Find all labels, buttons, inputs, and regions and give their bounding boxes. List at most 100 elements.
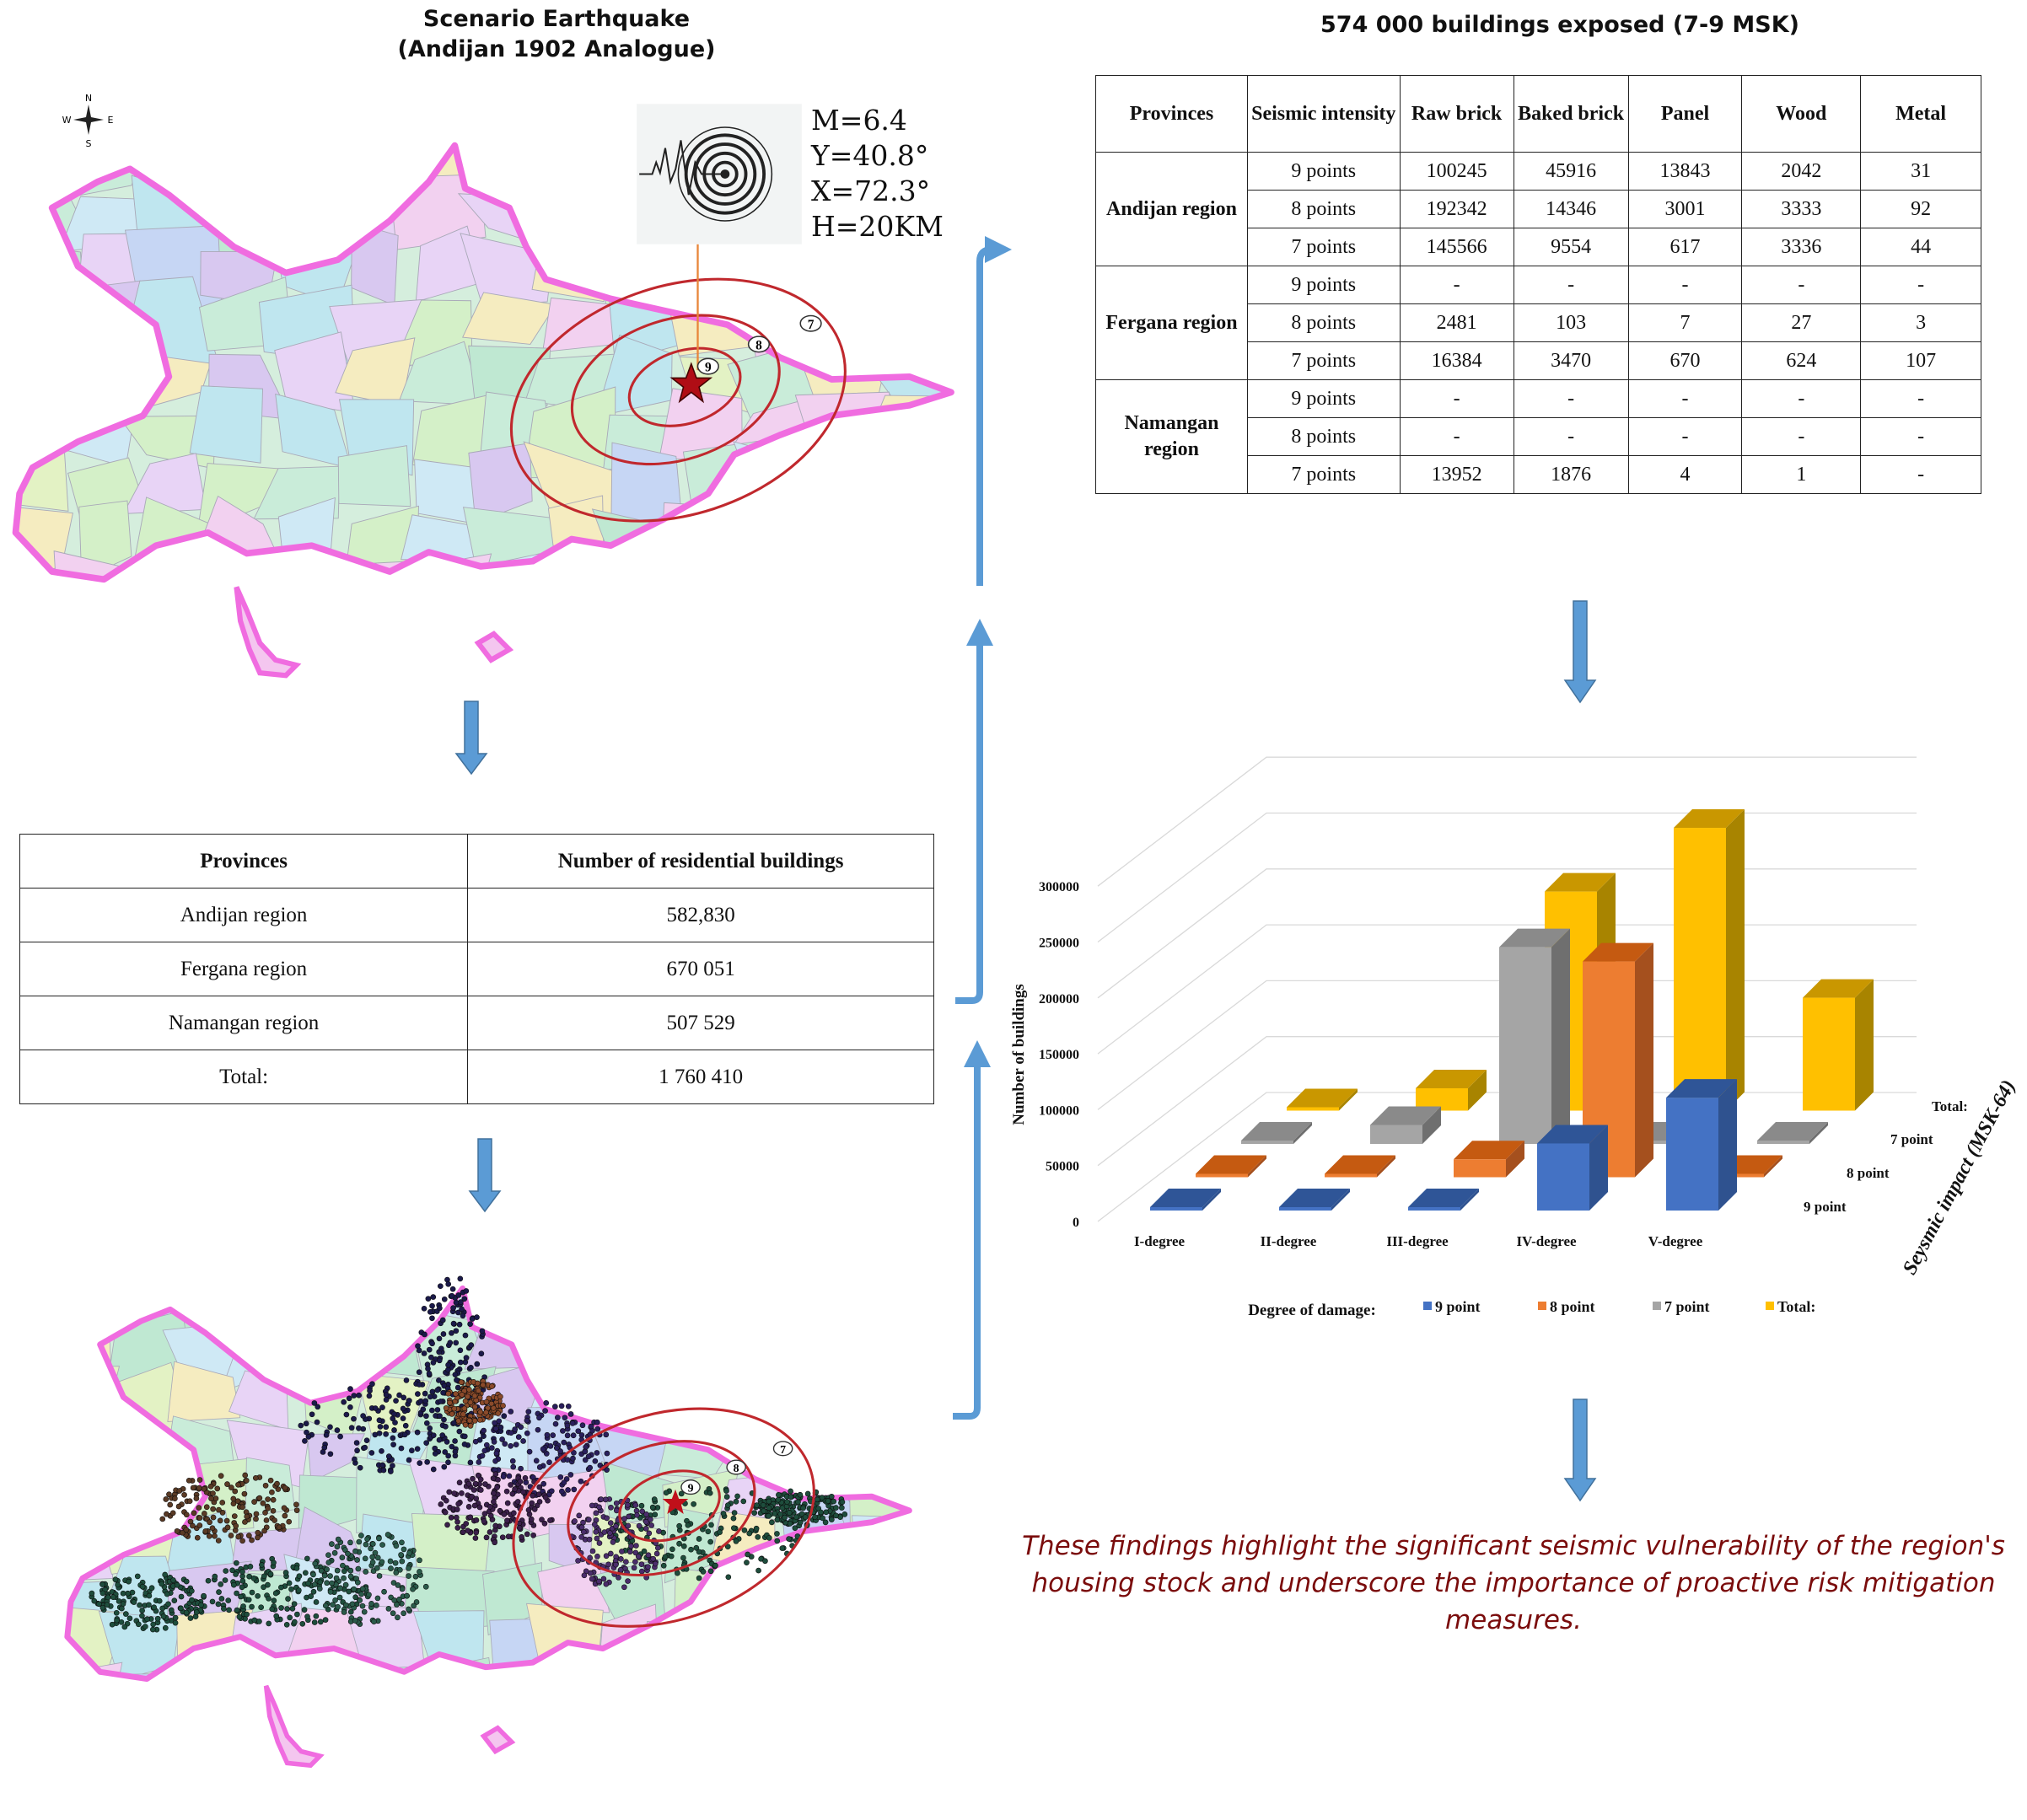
building-point bbox=[266, 1595, 272, 1602]
building-point bbox=[252, 1474, 259, 1481]
building-point bbox=[218, 1581, 224, 1587]
building-point bbox=[612, 1561, 619, 1568]
building-point bbox=[616, 1575, 621, 1581]
district bbox=[463, 145, 551, 195]
district bbox=[259, 184, 346, 255]
district bbox=[915, 1328, 980, 1377]
building-point bbox=[479, 1328, 486, 1334]
building-point bbox=[582, 1457, 589, 1463]
building-point bbox=[270, 1507, 277, 1514]
building-point bbox=[362, 1444, 368, 1451]
building-point bbox=[164, 1591, 170, 1597]
building-point bbox=[247, 1564, 254, 1570]
legend-label: 9 point bbox=[1435, 1298, 1481, 1315]
building-point bbox=[316, 1586, 323, 1592]
building-point bbox=[564, 1457, 571, 1463]
building-point bbox=[724, 1544, 731, 1550]
building-point bbox=[218, 1473, 224, 1479]
value-cell: - bbox=[1627, 379, 1743, 418]
bar-front bbox=[1628, 1141, 1680, 1144]
building-point bbox=[318, 1567, 325, 1574]
building-point bbox=[404, 1592, 410, 1599]
depth-tick-label: 9 point bbox=[1804, 1199, 1847, 1215]
building-point bbox=[176, 1488, 183, 1494]
y-tick-label: 50000 bbox=[1046, 1160, 1079, 1174]
building-point bbox=[347, 1539, 353, 1546]
building-point bbox=[800, 1505, 806, 1511]
building-point bbox=[603, 1431, 610, 1438]
building-point bbox=[760, 1502, 766, 1508]
building-point bbox=[831, 1498, 836, 1505]
building-point bbox=[249, 1537, 255, 1544]
building-point bbox=[255, 1534, 261, 1541]
seismic-wave-icon bbox=[637, 104, 802, 244]
building-point bbox=[210, 1506, 216, 1512]
building-point bbox=[445, 1361, 451, 1368]
building-point bbox=[249, 1589, 255, 1596]
count-cell: 1 760 410 bbox=[467, 1050, 934, 1104]
building-point bbox=[489, 1445, 495, 1451]
building-point bbox=[110, 1594, 116, 1601]
building-point bbox=[392, 1560, 399, 1566]
building-point bbox=[512, 1426, 519, 1432]
district bbox=[897, 1609, 910, 1679]
legend-title: Degree of damage: bbox=[1248, 1302, 1376, 1319]
table-row: Andijan region 9 points 100245 45916 13843 20… bbox=[1095, 152, 1981, 266]
building-point bbox=[552, 1420, 559, 1427]
value-cell: 103 bbox=[1513, 303, 1629, 342]
table-row: 7 points 13952 1876 4 1- bbox=[1096, 455, 1981, 494]
building-point bbox=[535, 1426, 541, 1433]
building-point bbox=[347, 1567, 354, 1574]
building-point bbox=[429, 1302, 435, 1309]
district bbox=[221, 1653, 303, 1679]
building-point bbox=[769, 1519, 775, 1526]
value-cell: 44 bbox=[1860, 228, 1981, 266]
bar-top bbox=[1287, 1088, 1358, 1108]
building-point bbox=[652, 1511, 659, 1518]
y-tick-label: 250000 bbox=[1039, 937, 1079, 951]
building-point bbox=[236, 1613, 243, 1620]
building-point bbox=[607, 1550, 614, 1557]
building-point bbox=[251, 1617, 258, 1624]
building-point bbox=[470, 1487, 477, 1493]
district bbox=[605, 564, 690, 580]
building-point bbox=[571, 1486, 578, 1493]
building-point bbox=[421, 1306, 427, 1312]
building-point bbox=[366, 1393, 373, 1399]
bar-top bbox=[1666, 1079, 1737, 1098]
building-point bbox=[427, 1393, 433, 1400]
building-point bbox=[329, 1580, 335, 1586]
building-point bbox=[294, 1611, 300, 1618]
building-point bbox=[619, 1549, 625, 1554]
y-tick-label: 300000 bbox=[1039, 880, 1079, 894]
building-point bbox=[429, 1315, 435, 1322]
building-point bbox=[217, 1517, 223, 1524]
building-point bbox=[492, 1458, 498, 1464]
building-point bbox=[740, 1498, 747, 1505]
building-point bbox=[261, 1573, 267, 1580]
building-point bbox=[349, 1601, 356, 1608]
count-cell: 670 051 bbox=[467, 942, 934, 996]
building-point bbox=[125, 1590, 131, 1597]
building-point bbox=[508, 1442, 513, 1449]
bar-total-II-degree bbox=[1416, 1069, 1487, 1111]
building-point bbox=[530, 1492, 536, 1499]
bar-8point-I-degree bbox=[1196, 1155, 1266, 1178]
building-point bbox=[371, 1619, 377, 1624]
building-point bbox=[190, 1484, 196, 1491]
building-point bbox=[422, 1390, 428, 1397]
building-point bbox=[581, 1572, 588, 1579]
building-point bbox=[436, 1335, 443, 1342]
value-cell: 1 bbox=[1741, 455, 1862, 494]
building-point bbox=[676, 1540, 682, 1547]
building-point bbox=[134, 1573, 141, 1580]
building-point bbox=[565, 1403, 572, 1409]
building-point bbox=[788, 1494, 794, 1501]
building-point bbox=[819, 1495, 825, 1501]
province-cell: Andijan region bbox=[19, 888, 469, 942]
building-point bbox=[547, 1443, 554, 1449]
building-point bbox=[321, 1572, 328, 1579]
building-point bbox=[818, 1509, 824, 1516]
building-point bbox=[497, 1393, 503, 1400]
building-point bbox=[335, 1536, 341, 1543]
